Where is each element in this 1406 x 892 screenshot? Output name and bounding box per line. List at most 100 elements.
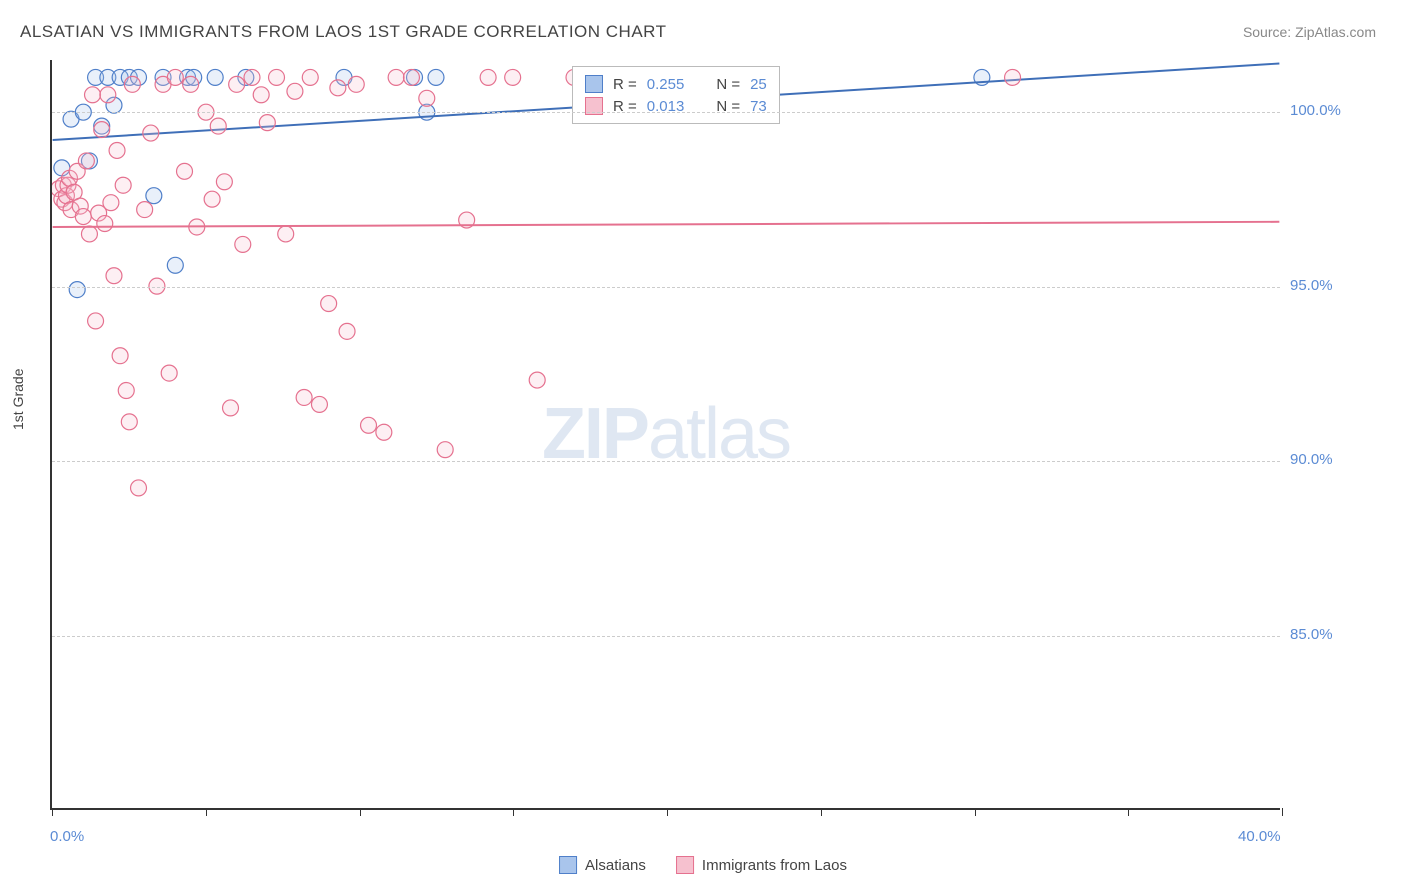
x-tick	[975, 808, 976, 816]
scatter-point	[106, 268, 122, 284]
scatter-point	[88, 313, 104, 329]
scatter-point	[339, 323, 355, 339]
y-axis-label: 1st Grade	[10, 369, 26, 430]
scatter-point	[336, 69, 352, 85]
scatter-point	[63, 202, 79, 218]
scatter-point	[388, 69, 404, 85]
legend-r-label: R =	[613, 76, 637, 93]
scatter-point	[321, 296, 337, 312]
scatter-point	[112, 348, 128, 364]
scatter-point	[88, 69, 104, 85]
scatter-point	[109, 142, 125, 158]
scatter-point	[66, 184, 82, 200]
scatter-point	[376, 424, 392, 440]
scatter-point	[238, 69, 254, 85]
series-legend: Alsatians Immigrants from Laos	[559, 856, 847, 874]
x-tick	[667, 808, 668, 816]
grid-line	[52, 461, 1280, 462]
scatter-point	[235, 236, 251, 252]
x-tick	[1128, 808, 1129, 816]
scatter-point	[189, 219, 205, 235]
scatter-point	[1005, 69, 1021, 85]
watermark: ZIPatlas	[542, 393, 790, 475]
scatter-points-layer	[52, 60, 1280, 808]
scatter-point	[186, 69, 202, 85]
scatter-point	[85, 87, 101, 103]
scatter-point	[115, 177, 131, 193]
scatter-point	[505, 69, 521, 85]
scatter-point	[131, 69, 147, 85]
x-tick	[513, 808, 514, 816]
scatter-point	[146, 188, 162, 204]
legend-swatch	[676, 856, 694, 874]
grid-line	[52, 636, 1280, 637]
scatter-point	[155, 76, 171, 92]
scatter-point	[244, 69, 260, 85]
scatter-point	[428, 69, 444, 85]
scatter-point	[121, 69, 137, 85]
y-tick-label: 95.0%	[1290, 277, 1333, 294]
scatter-point	[437, 442, 453, 458]
x-tick	[821, 808, 822, 816]
stats-legend-row: R =0.013N =73	[585, 95, 767, 117]
scatter-point	[58, 188, 74, 204]
grid-line	[52, 112, 1280, 113]
scatter-point	[72, 198, 88, 214]
scatter-point	[302, 69, 318, 85]
legend-swatch	[559, 856, 577, 874]
legend-r-value: 0.255	[647, 76, 685, 93]
series-legend-item: Immigrants from Laos	[676, 856, 847, 874]
scatter-point	[419, 90, 435, 106]
scatter-point	[112, 69, 128, 85]
scatter-point	[69, 282, 85, 298]
scatter-point	[180, 69, 196, 85]
scatter-point	[974, 69, 990, 85]
scatter-point	[118, 383, 134, 399]
scatter-point	[229, 76, 245, 92]
series-legend-label: Immigrants from Laos	[702, 857, 847, 874]
scatter-point	[54, 191, 70, 207]
scatter-point	[75, 209, 91, 225]
y-tick-label: 85.0%	[1290, 626, 1333, 643]
scatter-point	[155, 69, 171, 85]
stats-legend-row: R = 0.255 N = 25	[585, 73, 767, 95]
scatter-point	[348, 76, 364, 92]
scatter-point	[204, 191, 220, 207]
scatter-point	[55, 177, 71, 193]
x-tick	[206, 808, 207, 816]
scatter-point	[143, 125, 159, 141]
series-legend-item: Alsatians	[559, 856, 646, 874]
y-tick-label: 100.0%	[1290, 102, 1341, 119]
chart-title: ALSATIAN VS IMMIGRANTS FROM LAOS 1ST GRA…	[20, 22, 667, 42]
scatter-point	[311, 396, 327, 412]
scatter-point	[529, 372, 545, 388]
x-tick	[360, 808, 361, 816]
scatter-point	[361, 417, 377, 433]
legend-n-value: 25	[750, 76, 767, 93]
trend-line	[53, 222, 1280, 227]
scatter-point	[210, 118, 226, 134]
scatter-point	[100, 87, 116, 103]
scatter-point	[54, 160, 70, 176]
scatter-point	[81, 153, 97, 169]
scatter-point	[63, 111, 79, 127]
scatter-point	[269, 69, 285, 85]
scatter-point	[91, 205, 107, 221]
scatter-point	[106, 97, 122, 113]
scatter-point	[167, 257, 183, 273]
x-tick-label: 40.0%	[1238, 828, 1281, 845]
scatter-point	[124, 76, 140, 92]
scatter-point	[403, 69, 419, 85]
scatter-point	[278, 226, 294, 242]
scatter-point	[161, 365, 177, 381]
scatter-point	[131, 480, 147, 496]
y-tick-label: 90.0%	[1290, 451, 1333, 468]
scatter-point	[97, 216, 113, 232]
scatter-point	[459, 212, 475, 228]
scatter-point	[253, 87, 269, 103]
legend-n-label: N =	[716, 76, 740, 93]
scatter-point	[94, 122, 110, 138]
grid-line	[52, 287, 1280, 288]
scatter-point	[60, 177, 76, 193]
scatter-point	[121, 414, 137, 430]
